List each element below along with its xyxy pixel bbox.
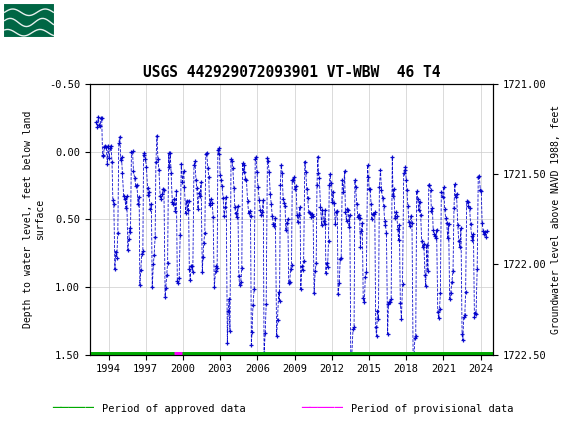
Text: ─────: ───── [52, 402, 94, 415]
Y-axis label: Groundwater level above NAVD 1988, feet: Groundwater level above NAVD 1988, feet [550, 105, 561, 334]
FancyBboxPatch shape [3, 3, 55, 37]
Title: USGS 442929072093901 VT-WBW  46 T4: USGS 442929072093901 VT-WBW 46 T4 [143, 65, 440, 80]
Text: USGS: USGS [61, 10, 129, 31]
Text: ─────: ───── [302, 402, 343, 415]
Text: Period of approved data: Period of approved data [102, 403, 245, 414]
Y-axis label: Depth to water level, feet below land
surface: Depth to water level, feet below land su… [23, 111, 45, 328]
Text: Period of provisional data: Period of provisional data [351, 403, 513, 414]
